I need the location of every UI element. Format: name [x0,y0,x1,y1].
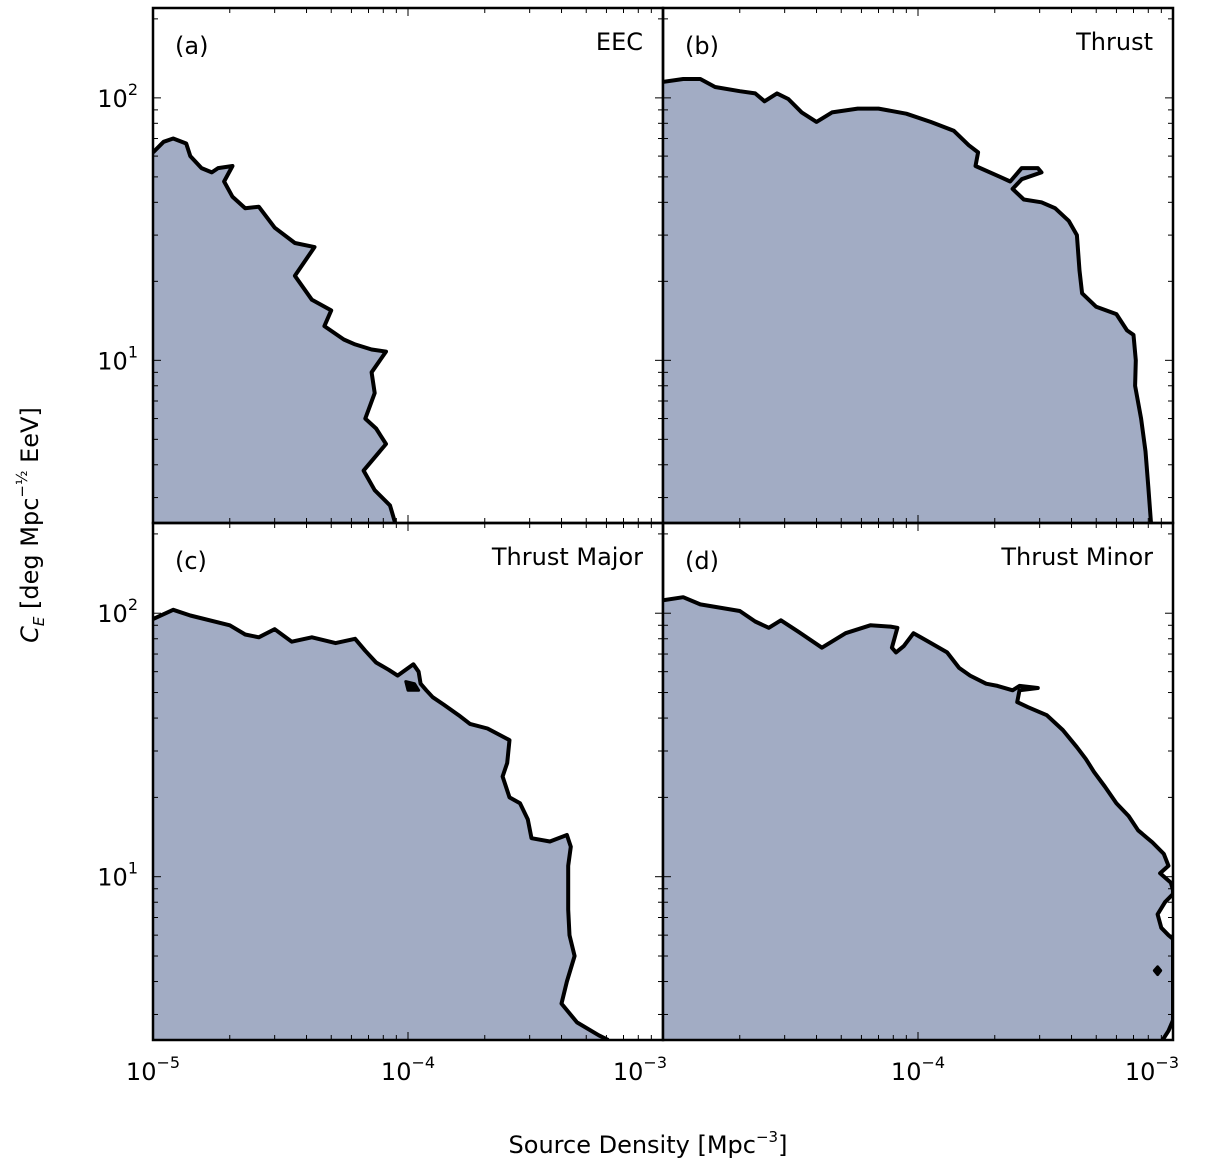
panel-label: (d) [685,547,719,575]
panel-plot-area [663,77,1153,523]
panel-d: (d) Thrust Minor [661,521,1175,1042]
x-tick-label: 10−3 [1125,1053,1179,1086]
panel-a: (a) EEC [151,6,665,525]
panel-label: (b) [685,32,719,60]
panel-plot-area [153,607,610,1040]
y-tick-label: 101 [97,342,138,375]
y-tick-label: 102 [97,595,138,628]
x-tick-label: 10−3 [613,1053,667,1086]
panel-title: EEC [596,28,643,56]
y-axis-title-end: EeV] [16,407,44,470]
panel-plot-area [153,136,398,523]
panel-title: Thrust Major [491,543,643,571]
panel-label: (a) [175,32,208,60]
y-axis-title-sub: E [30,616,48,626]
tick-labels-group: 102 101 102 101 10−5 10−4 10−3 10−4 10−3 [97,80,1179,1086]
confidence-contour [663,595,1173,1040]
confidence-contour [663,77,1153,523]
contour-island [404,680,421,692]
panel-plot-area [663,595,1173,1040]
confidence-contour [153,136,398,523]
x-tick-label: 10−4 [891,1053,945,1086]
y-axis-title-exp: −½ [13,470,31,497]
excluded-contour [1155,892,1173,941]
panel-label: (c) [175,547,207,575]
x-axis-title-main: Source Density [Mpc [509,1131,756,1159]
y-tick-label: 102 [97,80,138,113]
y-tick-label: 101 [97,859,138,892]
panel-b: (b) Thrust [661,6,1175,525]
panel-frame [661,521,1175,1042]
x-axis-title-close: ] [778,1131,787,1159]
confidence-region-fill [663,597,1173,1040]
confidence-region-fill [153,138,396,523]
panel-title: Thrust Minor [1000,543,1153,571]
x-tick-label: 10−5 [126,1053,180,1086]
excluded-corner [1162,1020,1173,1040]
panel-c: (c) Thrust Major [151,521,665,1042]
x-tick-label: 10−4 [381,1053,435,1086]
panels-group: (a) EEC (b) Thrust (c) Thrust Major (d) Thrust … [151,6,1175,1042]
confidence-region-fill [153,609,609,1040]
x-axis-title: Source Density [Mpc−3] [509,1128,788,1159]
confidence-contour [153,607,610,1040]
contour-island [1152,965,1163,977]
panel-title: Thrust [1075,28,1153,56]
excluded-corner-contour [1160,1019,1173,1040]
y-axis-title: CE [deg Mpc−½ EeV] [13,407,48,643]
y-axis-title-main: [deg Mpc [16,498,44,617]
confidence-region-fill [663,79,1151,523]
y-axis-title-symbol: C [16,626,44,643]
x-axis-title-exp: −3 [756,1128,778,1146]
